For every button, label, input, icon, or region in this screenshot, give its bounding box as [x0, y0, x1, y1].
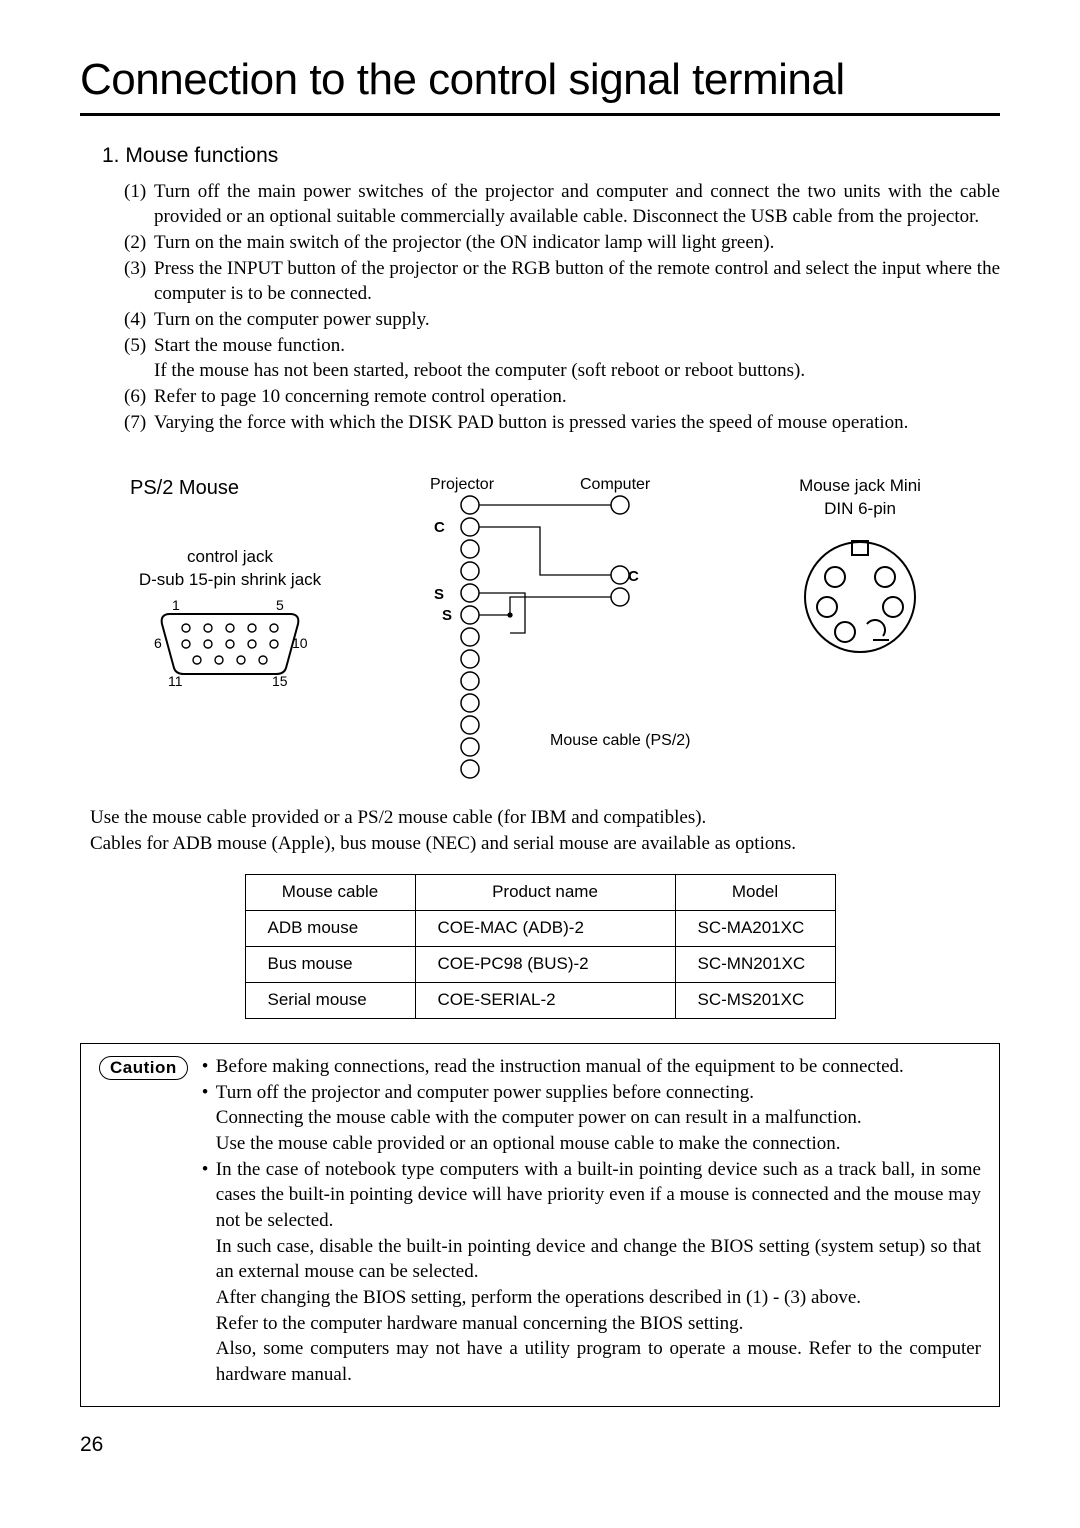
- control-jack-label: control jack: [100, 546, 360, 569]
- svg-text:Mouse cable (PS/2): Mouse cable (PS/2): [550, 732, 691, 749]
- table-row: Mouse cable Product name Model: [245, 875, 835, 911]
- cable-table: Mouse cable Product name Model ADB mouse…: [245, 874, 836, 1019]
- diagram-area: PS/2 Mouse control jack D-sub 15-pin shr…: [80, 475, 1000, 795]
- list-item: (4)Turn on the computer power supply.: [124, 307, 1000, 333]
- page-title: Connection to the control signal termina…: [80, 50, 1000, 116]
- list-item: (2)Turn on the main switch of the projec…: [124, 230, 1000, 256]
- svg-text:C: C: [434, 519, 445, 536]
- section-heading: 1. Mouse functions: [102, 142, 1000, 170]
- ps2-mouse-label: PS/2 Mouse: [130, 475, 360, 502]
- caution-box: Caution •Before making connections, read…: [80, 1043, 1000, 1406]
- caution-body: •Before making connections, read the ins…: [202, 1054, 981, 1387]
- svg-text:S: S: [442, 607, 452, 624]
- diagram-right: Mouse jack Mini DIN 6-pin: [740, 475, 980, 664]
- step-list: (1)Turn off the main power switches of t…: [124, 179, 1000, 435]
- svg-text:Computer: Computer: [580, 476, 651, 493]
- diagram-left: PS/2 Mouse control jack D-sub 15-pin shr…: [100, 475, 360, 695]
- paragraph: Cables for ADB mouse (Apple), bus mouse …: [90, 831, 1000, 857]
- mini-din-icon: [785, 527, 935, 657]
- list-item: If the mouse has not been started, reboo…: [124, 358, 1000, 384]
- table-row: Serial mouseCOE-SERIAL-2SC-MS201XC: [245, 983, 835, 1019]
- diagram-middle: Projector Computer: [370, 475, 730, 802]
- dsub-connector-icon: 1 5 6 10 11 15: [150, 598, 310, 695]
- list-item: (5)Start the mouse function.: [124, 333, 1000, 359]
- list-item: (6)Refer to page 10 concerning remote co…: [124, 384, 1000, 410]
- table-header: Mouse cable: [245, 875, 415, 911]
- table-row: Bus mouseCOE-PC98 (BUS)-2SC-MN201XC: [245, 947, 835, 983]
- svg-text:1: 1: [172, 598, 180, 613]
- mouse-jack-label1: Mouse jack Mini: [740, 475, 980, 498]
- svg-text:C: C: [628, 568, 639, 585]
- svg-text:11: 11: [168, 673, 183, 688]
- page-number: 26: [80, 1431, 1000, 1459]
- table-header: Model: [675, 875, 835, 911]
- caution-label: Caution: [99, 1056, 188, 1080]
- list-item: (7)Varying the force with which the DISK…: [124, 410, 1000, 436]
- svg-text:S: S: [434, 586, 444, 603]
- table-header: Product name: [415, 875, 675, 911]
- list-item: (3)Press the INPUT button of the project…: [124, 256, 1000, 307]
- table-row: ADB mouseCOE-MAC (ADB)-2SC-MA201XC: [245, 911, 835, 947]
- list-item: (1)Turn off the main power switches of t…: [124, 179, 1000, 230]
- mouse-jack-label2: DIN 6-pin: [740, 498, 980, 521]
- paragraph: Use the mouse cable provided or a PS/2 m…: [90, 805, 1000, 831]
- dsub-label: D-sub 15-pin shrink jack: [100, 569, 360, 592]
- svg-text:Projector: Projector: [430, 476, 495, 493]
- svg-text:6: 6: [154, 635, 162, 651]
- svg-text:5: 5: [276, 598, 284, 613]
- svg-text:15: 15: [272, 673, 288, 688]
